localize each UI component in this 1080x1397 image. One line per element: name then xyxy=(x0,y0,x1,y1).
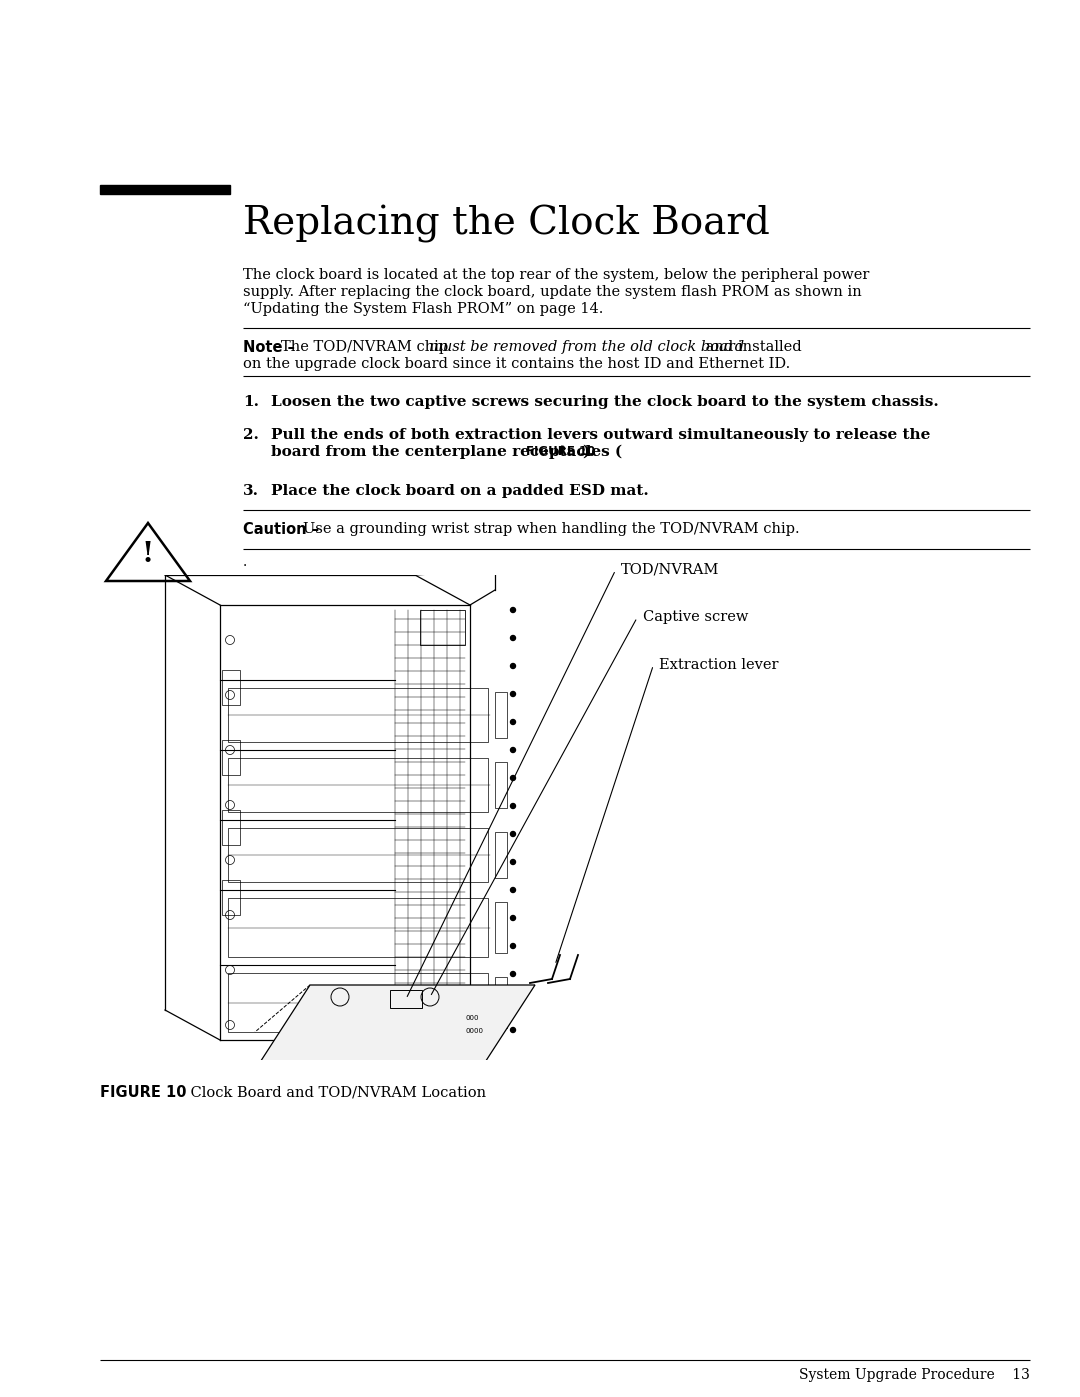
Text: Extraction lever: Extraction lever xyxy=(659,658,779,672)
Text: 1.: 1. xyxy=(243,395,259,409)
Text: FIGURE 10: FIGURE 10 xyxy=(526,446,595,458)
Text: TOD/NVRAM: TOD/NVRAM xyxy=(621,563,719,577)
Text: Caution –: Caution – xyxy=(243,522,324,536)
Circle shape xyxy=(511,803,515,809)
Circle shape xyxy=(511,859,515,865)
Circle shape xyxy=(511,915,515,921)
Bar xyxy=(222,880,240,915)
Circle shape xyxy=(511,943,515,949)
Circle shape xyxy=(511,747,515,753)
Bar xyxy=(228,898,488,957)
Polygon shape xyxy=(255,985,535,1070)
Bar xyxy=(228,828,488,882)
Bar xyxy=(228,972,488,1032)
Bar xyxy=(222,810,240,845)
Bar xyxy=(390,990,422,1009)
Text: The clock board is located at the top rear of the system, below the peripheral p: The clock board is located at the top re… xyxy=(243,268,869,282)
Circle shape xyxy=(511,831,515,837)
Text: The TOD/NVRAM chip: The TOD/NVRAM chip xyxy=(281,339,453,353)
Bar xyxy=(222,740,240,775)
Text: Loosen the two captive screws securing the clock board to the system chassis.: Loosen the two captive screws securing t… xyxy=(271,395,939,409)
Text: Captive screw: Captive screw xyxy=(643,610,748,624)
Bar xyxy=(228,759,488,812)
Text: board from the centerplane receptacles (: board from the centerplane receptacles ( xyxy=(271,446,622,460)
Text: ).: ). xyxy=(582,446,595,460)
Bar xyxy=(495,977,507,1028)
Bar xyxy=(495,902,507,953)
Text: on the upgrade clock board since it contains the host ID and Ethernet ID.: on the upgrade clock board since it cont… xyxy=(243,358,791,372)
Text: Clock Board and TOD/NVRAM Location: Clock Board and TOD/NVRAM Location xyxy=(172,1085,486,1099)
Text: Pull the ends of both extraction levers outward simultaneously to release the: Pull the ends of both extraction levers … xyxy=(271,427,930,441)
Text: Use a grounding wrist strap when handling the TOD/NVRAM chip.: Use a grounding wrist strap when handlin… xyxy=(303,522,799,536)
Bar xyxy=(100,184,230,194)
Circle shape xyxy=(511,664,515,669)
Bar xyxy=(420,610,465,645)
Circle shape xyxy=(511,1028,515,1032)
Circle shape xyxy=(511,692,515,697)
Circle shape xyxy=(511,971,515,977)
Circle shape xyxy=(511,719,515,725)
Text: supply. After replacing the clock board, update the system flash PROM as shown i: supply. After replacing the clock board,… xyxy=(243,285,862,299)
Circle shape xyxy=(511,775,515,781)
Text: !: ! xyxy=(141,542,154,569)
Circle shape xyxy=(511,999,515,1004)
Text: 0000: 0000 xyxy=(465,1028,483,1034)
Bar xyxy=(495,692,507,738)
Text: FIGURE 10: FIGURE 10 xyxy=(100,1085,187,1099)
Text: System Upgrade Procedure    13: System Upgrade Procedure 13 xyxy=(799,1368,1030,1382)
Text: Place the clock board on a padded ESD mat.: Place the clock board on a padded ESD ma… xyxy=(271,483,649,497)
Bar xyxy=(228,687,488,742)
Text: “Updating the System Flash PROM” on page 14.: “Updating the System Flash PROM” on page… xyxy=(243,302,604,316)
Circle shape xyxy=(511,636,515,640)
Text: Replacing the Clock Board: Replacing the Clock Board xyxy=(243,205,770,243)
Text: 000: 000 xyxy=(465,1016,478,1021)
Text: and installed: and installed xyxy=(701,339,801,353)
Circle shape xyxy=(511,887,515,893)
Text: 3.: 3. xyxy=(243,483,259,497)
Circle shape xyxy=(511,608,515,612)
Text: .: . xyxy=(243,555,247,569)
Bar xyxy=(222,671,240,705)
Text: must be removed from the old clock board: must be removed from the old clock board xyxy=(429,339,744,353)
Text: 2.: 2. xyxy=(243,427,259,441)
Bar xyxy=(495,761,507,807)
Bar xyxy=(495,833,507,877)
Text: Note –: Note – xyxy=(243,339,300,355)
